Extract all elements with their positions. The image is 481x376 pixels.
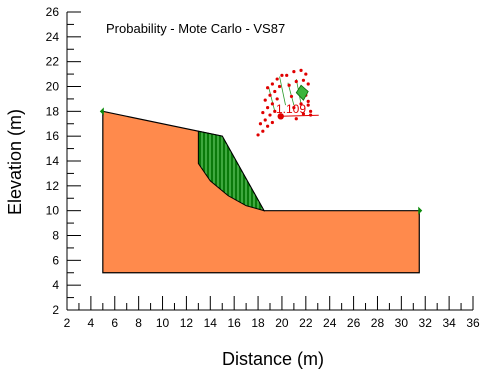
y-tick-label: 6 — [52, 253, 59, 267]
x-tick-label: 14 — [204, 316, 218, 330]
y-tick-label: 20 — [46, 80, 60, 94]
critical-center-point — [277, 113, 284, 120]
grid-point — [270, 82, 274, 86]
grid-point — [268, 93, 272, 97]
grid-trace-line — [268, 87, 276, 112]
grid-point — [289, 94, 294, 99]
grid-point — [266, 86, 270, 90]
x-tick-label: 26 — [347, 316, 361, 330]
x-tick-label: 4 — [88, 316, 95, 330]
right-limit-marker — [418, 206, 423, 215]
x-tick-label: 8 — [135, 316, 142, 330]
grid-trace-line — [279, 76, 286, 106]
slope-body — [102, 110, 420, 274]
grid-point — [273, 89, 277, 94]
grid-point — [285, 73, 289, 77]
grid-point — [299, 68, 303, 72]
y-tick-label: 24 — [46, 30, 60, 44]
y-tick-label: 4 — [52, 278, 59, 292]
axes: 2 4 6 8 10 12 14 16 18 20 22 24 26 28 30 32 34 3624681012… — [46, 5, 480, 330]
grid-point — [256, 133, 260, 137]
x-tick-label: 32 — [419, 316, 433, 330]
grid-point — [306, 103, 310, 107]
grid-point — [299, 102, 303, 106]
x-tick-label: 2 — [64, 316, 71, 330]
x-tick-label: 22 — [299, 316, 313, 330]
x-tick-label: 6 — [111, 316, 118, 330]
grid-point — [294, 79, 298, 84]
grid-point — [301, 78, 306, 82]
x-tick-label: 18 — [251, 316, 265, 330]
grid-point — [277, 84, 282, 89]
y-tick-label: 8 — [52, 229, 59, 243]
slope-body-layer — [99, 107, 423, 274]
chart-title: Probability - Mote Carlo - VS87 — [106, 21, 285, 36]
grid-point — [273, 109, 277, 113]
grid-point — [306, 82, 310, 86]
grid-point — [266, 106, 270, 110]
x-tick-label: 30 — [395, 316, 409, 330]
left-limit-marker — [99, 107, 104, 116]
factor-of-safety-label: 1.109 — [276, 102, 306, 116]
y-tick-label: 10 — [46, 204, 60, 218]
grid-point — [270, 120, 274, 125]
grid-point — [304, 72, 308, 76]
x-tick-label: 24 — [323, 316, 337, 330]
grid-point — [270, 102, 274, 106]
x-tick-label: 20 — [275, 316, 289, 330]
grid-point — [309, 109, 313, 113]
y-tick-label: 2 — [52, 303, 59, 317]
grid-point — [261, 129, 265, 133]
y-tick-label: 18 — [46, 104, 60, 118]
grid-point — [292, 70, 296, 74]
y-axis-label: Elevation (m) — [5, 109, 25, 215]
grid-point — [294, 117, 298, 121]
grid-point — [266, 124, 270, 128]
grid-point — [275, 97, 279, 101]
grid-point — [292, 106, 296, 110]
grid-point — [258, 122, 263, 126]
grid-point — [280, 73, 284, 77]
y-tick-label: 14 — [46, 154, 60, 168]
grid-point — [301, 112, 306, 116]
y-tick-label: 26 — [46, 5, 60, 19]
slip-mass — [197, 130, 266, 212]
x-tick-label: 36 — [466, 316, 480, 330]
y-tick-label: 12 — [46, 179, 60, 193]
slip-center-grid — [256, 68, 319, 137]
x-tick-label: 16 — [227, 316, 241, 330]
x-tick-label: 10 — [156, 316, 170, 330]
x-tick-label: 34 — [442, 316, 456, 330]
slip-mass-layer — [197, 130, 266, 212]
grid-point — [263, 98, 267, 102]
grid-point — [261, 110, 265, 115]
grid-point — [268, 113, 272, 117]
y-tick-label: 22 — [46, 55, 60, 69]
slip-center-box — [295, 84, 309, 101]
fos-leader-line — [280, 114, 319, 117]
grid-point — [263, 118, 267, 122]
grid-point — [275, 77, 279, 81]
y-tick-label: 16 — [46, 129, 60, 143]
grid-point — [287, 83, 291, 87]
x-tick-label: 28 — [371, 316, 385, 330]
x-tick-label: 12 — [180, 316, 194, 330]
x-axis-label: Distance (m) — [222, 349, 324, 369]
grid-point — [306, 99, 310, 103]
